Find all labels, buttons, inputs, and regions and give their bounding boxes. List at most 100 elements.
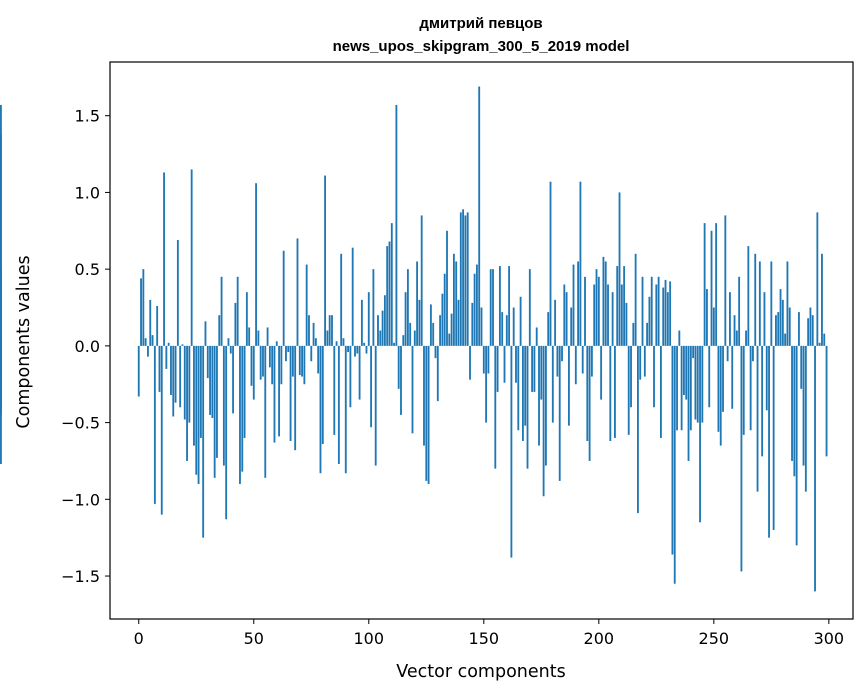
bar-54 — [262, 345, 264, 377]
bar-245 — [701, 345, 704, 423]
bar-192 — [579, 181, 582, 346]
bar-65 — [287, 345, 290, 353]
bar-295 — [816, 212, 819, 346]
bar-111 — [393, 342, 396, 346]
bar-32 — [211, 345, 214, 418]
bar-16 — [174, 345, 177, 403]
bar-74 — [308, 315, 310, 346]
bar-undefined — [0, 345, 2, 377]
bar-90 — [344, 345, 347, 474]
bar-261 — [738, 276, 741, 346]
bar-120 — [413, 330, 416, 346]
bar-227 — [660, 345, 662, 438]
bar-246 — [703, 223, 706, 346]
bar-59 — [273, 345, 276, 443]
bar-124 — [423, 345, 425, 446]
bar-26 — [197, 345, 200, 484]
bar-251 — [715, 223, 718, 346]
bar-12 — [165, 345, 168, 369]
bar-14 — [170, 345, 172, 395]
bar-23 — [190, 169, 193, 346]
bar-216 — [634, 253, 637, 346]
bar-52 — [257, 330, 260, 346]
bars-group — [0, 86, 828, 592]
bar-265 — [747, 246, 750, 346]
bar-263 — [742, 345, 745, 435]
bar-285 — [793, 345, 796, 477]
bar-0 — [137, 345, 140, 397]
bar-45 — [241, 345, 244, 472]
bar-257 — [729, 292, 731, 346]
bar-142 — [464, 215, 467, 346]
bar-121 — [416, 261, 419, 346]
bar-58 — [271, 345, 274, 385]
y-tick-label-6: 1.5 — [75, 107, 100, 126]
bar-53 — [259, 345, 262, 380]
bar-103 — [374, 345, 377, 466]
bar-8 — [156, 305, 159, 346]
bar-248 — [708, 345, 711, 408]
bar-72 — [303, 345, 306, 385]
bar-293 — [811, 315, 814, 346]
bar-129 — [434, 345, 437, 359]
bar-286 — [795, 345, 798, 546]
bar-undefined — [0, 269, 2, 346]
bar-125 — [425, 345, 428, 481]
bar-288 — [800, 345, 803, 389]
bar-179 — [549, 181, 552, 346]
bar-137 — [452, 253, 455, 346]
bar-57 — [268, 345, 271, 368]
x-tick-label-0: 0 — [134, 629, 144, 648]
bar-102 — [372, 269, 375, 346]
bar-47 — [245, 292, 248, 346]
bar-284 — [791, 345, 793, 461]
bar-77 — [314, 338, 317, 346]
bar-212 — [625, 302, 628, 346]
bar-290 — [804, 345, 807, 492]
bar-29 — [204, 321, 207, 346]
bar-147 — [475, 264, 478, 346]
bar-244 — [699, 345, 701, 523]
bar-266 — [749, 345, 752, 431]
x-tick-label-100: 100 — [354, 629, 385, 648]
bar-55 — [264, 345, 267, 478]
bar-234 — [676, 345, 678, 431]
bar-43 — [236, 276, 239, 346]
bar-112 — [395, 104, 398, 346]
bar-281 — [784, 333, 787, 346]
bar-115 — [402, 335, 405, 346]
bar-119 — [411, 345, 414, 434]
bar-36 — [220, 276, 223, 346]
bar-150 — [482, 345, 485, 374]
bar-287 — [798, 312, 800, 346]
bar-7 — [153, 345, 156, 504]
bar-128 — [432, 322, 435, 346]
bar-211 — [623, 266, 626, 346]
bar-21 — [186, 345, 188, 461]
bar-18 — [179, 345, 182, 408]
bar-79 — [319, 345, 322, 474]
bar-201 — [600, 345, 603, 400]
bar-105 — [379, 330, 382, 346]
bar-276 — [772, 345, 775, 530]
bar-214 — [630, 345, 632, 408]
bar-70 — [298, 345, 301, 376]
bar-148 — [478, 86, 481, 346]
bar-168 — [524, 345, 527, 426]
bar-83 — [328, 315, 331, 346]
bar-143 — [466, 212, 469, 346]
bar-108 — [386, 246, 389, 346]
bar-294 — [814, 345, 816, 592]
bar-132 — [441, 293, 444, 346]
bar-138 — [455, 261, 458, 346]
bar-38 — [225, 345, 228, 520]
bar-247 — [706, 289, 708, 346]
bar-undefined — [0, 345, 2, 465]
bar-3 — [144, 338, 147, 346]
bar-278 — [777, 312, 780, 346]
bar-145 — [471, 302, 474, 346]
bar-97 — [360, 299, 363, 346]
bar-272 — [763, 292, 766, 346]
bar-42 — [234, 302, 237, 346]
